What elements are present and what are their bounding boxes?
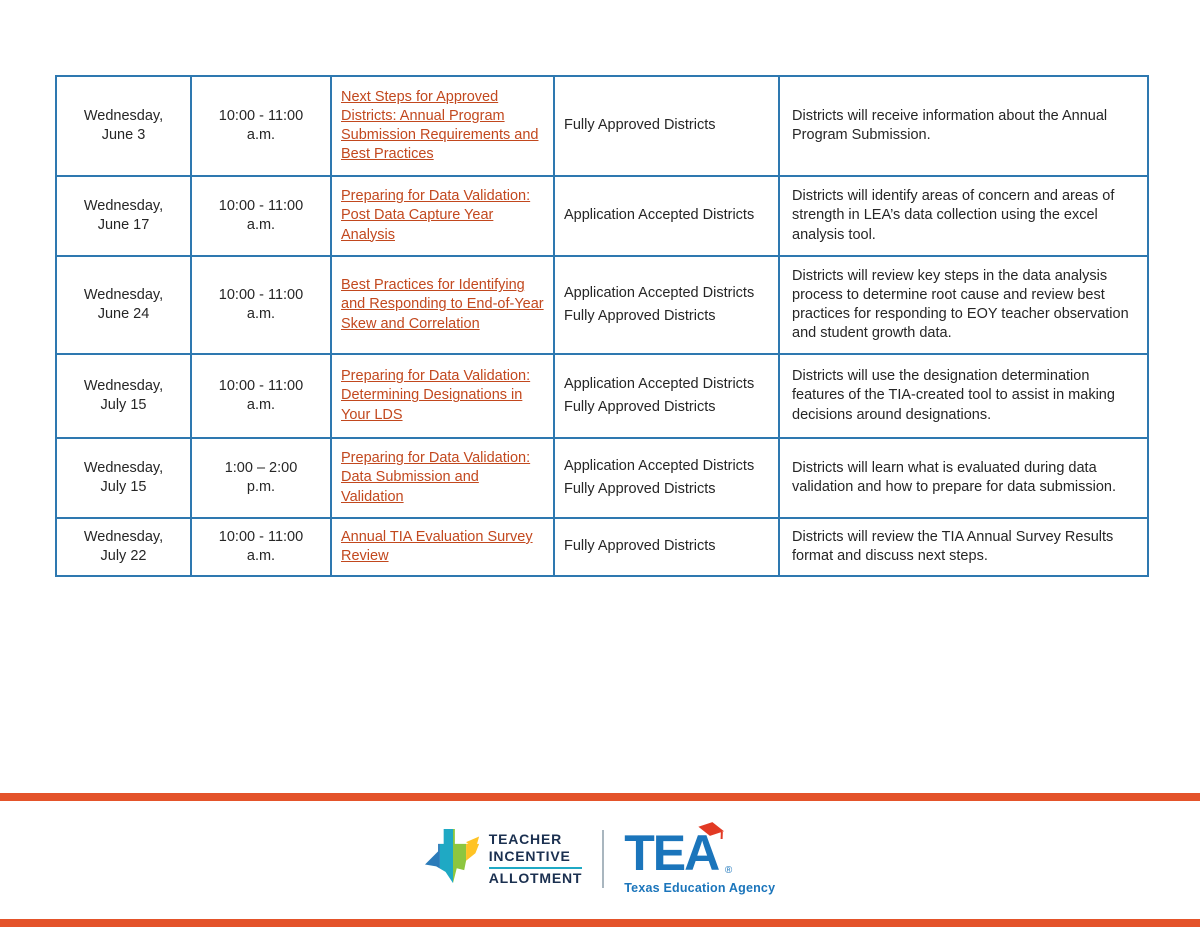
- graduation-cap-icon: [696, 820, 726, 845]
- session-title-cell: Preparing for Data Validation: Determini…: [330, 353, 555, 439]
- session-date: Wednesday, June 17: [55, 175, 192, 257]
- session-description: Districts will learn what is evaluated d…: [778, 437, 1149, 519]
- session-link[interactable]: Next Steps for Approved Districts: Annua…: [341, 88, 539, 163]
- table-row: Wednesday, June 24 10:00 - 11:00 a.m. Be…: [55, 255, 1149, 355]
- tia-word-allotment: ALLOTMENT: [488, 866, 583, 886]
- table-row: Wednesday, July 22 10:00 - 11:00 a.m. An…: [55, 517, 1149, 577]
- tia-texas-icon: [424, 828, 481, 891]
- audience-line: Fully Approved Districts: [564, 538, 716, 555]
- audience-line: Application Accepted Districts: [564, 375, 755, 392]
- audience-line: Fully Approved Districts: [564, 308, 716, 324]
- session-time: 1:00 – 2:00 p.m.: [190, 437, 332, 519]
- session-title-cell: Next Steps for Approved Districts: Annua…: [330, 75, 555, 177]
- session-audience: Fully Approved Districts: [553, 517, 780, 577]
- session-description: Districts will receive information about…: [778, 75, 1149, 177]
- table-row: Wednesday, June 3 10:00 - 11:00 a.m. Nex…: [55, 75, 1149, 177]
- audience-line: Application Accepted Districts: [564, 207, 755, 224]
- session-date: Wednesday, June 3: [55, 75, 192, 177]
- schedule-table: Wednesday, June 3 10:00 - 11:00 a.m. Nex…: [55, 75, 1149, 577]
- session-title-cell: Preparing for Data Validation: Post Data…: [330, 175, 555, 257]
- session-audience: Fully Approved Districts: [553, 75, 780, 177]
- session-description: Districts will review the TIA Annual Sur…: [778, 517, 1149, 577]
- accent-bar-top: [0, 793, 1200, 801]
- accent-bar-bottom: [0, 919, 1200, 927]
- logo-divider: [602, 830, 605, 888]
- table-row: Wednesday, July 15 1:00 – 2:00 p.m. Prep…: [55, 437, 1149, 519]
- session-link[interactable]: Preparing for Data Validation: Post Data…: [341, 188, 531, 243]
- footer-logos: TEACHER INCENTIVE ALLOTMENT TEA ® Texas …: [0, 816, 1200, 902]
- tia-word-teacher: TEACHER: [488, 830, 563, 847]
- audience-line: Application Accepted Districts: [564, 457, 755, 474]
- session-link[interactable]: Annual TIA Evaluation Survey Review: [341, 528, 533, 564]
- session-description: Districts will identify areas of concern…: [778, 175, 1149, 257]
- session-audience: Application Accepted Districts: [553, 175, 780, 257]
- tea-acronym-wrap: TEA ®: [624, 822, 732, 878]
- session-link[interactable]: Best Practices for Identifying and Respo…: [341, 277, 544, 332]
- session-time: 10:00 - 11:00 a.m.: [190, 255, 332, 355]
- audience-line: Fully Approved Districts: [564, 399, 716, 415]
- session-title-cell: Preparing for Data Validation: Data Subm…: [330, 437, 555, 519]
- session-description: Districts will review key steps in the d…: [778, 255, 1149, 355]
- session-title-cell: Annual TIA Evaluation Survey Review: [330, 517, 555, 577]
- tea-acronym: TEA: [624, 825, 720, 881]
- tia-logo-text: TEACHER INCENTIVE ALLOTMENT: [488, 830, 583, 886]
- session-time: 10:00 - 11:00 a.m.: [190, 517, 332, 577]
- audience-line: Fully Approved Districts: [564, 117, 716, 134]
- audience-line: Fully Approved Districts: [564, 481, 716, 497]
- session-time: 10:00 - 11:00 a.m.: [190, 75, 332, 177]
- session-link[interactable]: Preparing for Data Validation: Data Subm…: [341, 450, 531, 505]
- session-audience: Application Accepted Districts Fully App…: [553, 255, 780, 355]
- session-title-cell: Best Practices for Identifying and Respo…: [330, 255, 555, 355]
- session-audience: Application Accepted Districts Fully App…: [553, 437, 780, 519]
- session-date: Wednesday, July 15: [55, 353, 192, 439]
- session-time: 10:00 - 11:00 a.m.: [190, 175, 332, 257]
- tea-subtitle: Texas Education Agency: [624, 881, 776, 895]
- session-time: 10:00 - 11:00 a.m.: [190, 353, 332, 439]
- session-audience: Application Accepted Districts Fully App…: [553, 353, 780, 439]
- tea-logo: TEA ® Texas Education Agency: [624, 822, 776, 895]
- audience-line: Application Accepted Districts: [564, 284, 755, 301]
- session-link[interactable]: Preparing for Data Validation: Determini…: [341, 368, 531, 423]
- registered-mark: ®: [724, 865, 733, 876]
- tia-word-incentive: INCENTIVE: [488, 848, 571, 865]
- session-date: Wednesday, July 15: [55, 437, 192, 519]
- session-date: Wednesday, July 22: [55, 517, 192, 577]
- session-date: Wednesday, June 24: [55, 255, 192, 355]
- table-row: Wednesday, July 15 10:00 - 11:00 a.m. Pr…: [55, 353, 1149, 439]
- tia-logo: TEACHER INCENTIVE ALLOTMENT: [424, 828, 583, 891]
- session-description: Districts will use the designation deter…: [778, 353, 1149, 439]
- table-row: Wednesday, June 17 10:00 - 11:00 a.m. Pr…: [55, 175, 1149, 257]
